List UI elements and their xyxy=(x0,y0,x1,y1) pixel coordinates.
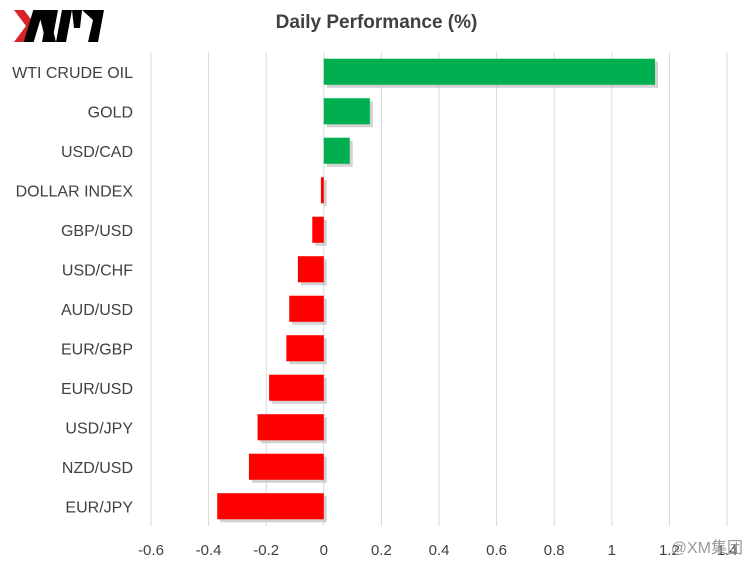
category-label: USD/CAD xyxy=(61,144,133,161)
bar xyxy=(217,493,324,520)
watermark: @XM集团 xyxy=(670,540,743,557)
category-label: USD/JPY xyxy=(65,420,133,437)
bar xyxy=(323,98,370,125)
bar xyxy=(320,177,324,204)
bar xyxy=(269,374,324,401)
category-label: EUR/USD xyxy=(61,381,133,398)
category-label: EUR/JPY xyxy=(65,499,133,516)
bar xyxy=(248,453,324,480)
category-label: DOLLAR INDEX xyxy=(16,183,134,200)
bar xyxy=(286,335,324,362)
bar xyxy=(289,295,324,322)
category-label: USD/CHF xyxy=(62,262,133,279)
x-tick-label: 0.2 xyxy=(371,542,392,559)
category-label: GOLD xyxy=(88,104,133,121)
x-tick-label: -0.6 xyxy=(138,542,164,559)
x-tick-label: -0.4 xyxy=(196,542,222,559)
category-label: WTI CRUDE OIL xyxy=(12,65,133,82)
x-tick-label: 0.4 xyxy=(429,542,450,559)
x-tick-label: -0.2 xyxy=(253,542,279,559)
category-label: AUD/USD xyxy=(61,302,133,319)
bar xyxy=(312,216,324,243)
bar xyxy=(257,414,324,441)
category-label: GBP/USD xyxy=(61,223,133,240)
bar xyxy=(297,256,324,283)
x-tick-label: 0.6 xyxy=(486,542,507,559)
bar xyxy=(323,137,350,164)
x-tick-label: 1 xyxy=(608,542,616,559)
x-tick-label: 0 xyxy=(320,542,328,559)
x-tick-label: 0.8 xyxy=(544,542,565,559)
chart-title: Daily Performance (%) xyxy=(275,12,478,33)
category-label: NZD/USD xyxy=(62,460,133,477)
xm-logo xyxy=(14,6,106,46)
bar xyxy=(323,58,655,85)
x-tick-label: 1.4 xyxy=(717,542,738,559)
bar-shadow xyxy=(323,180,327,207)
category-label: EUR/GBP xyxy=(61,341,133,358)
x-tick-label: 1.2 xyxy=(659,542,680,559)
